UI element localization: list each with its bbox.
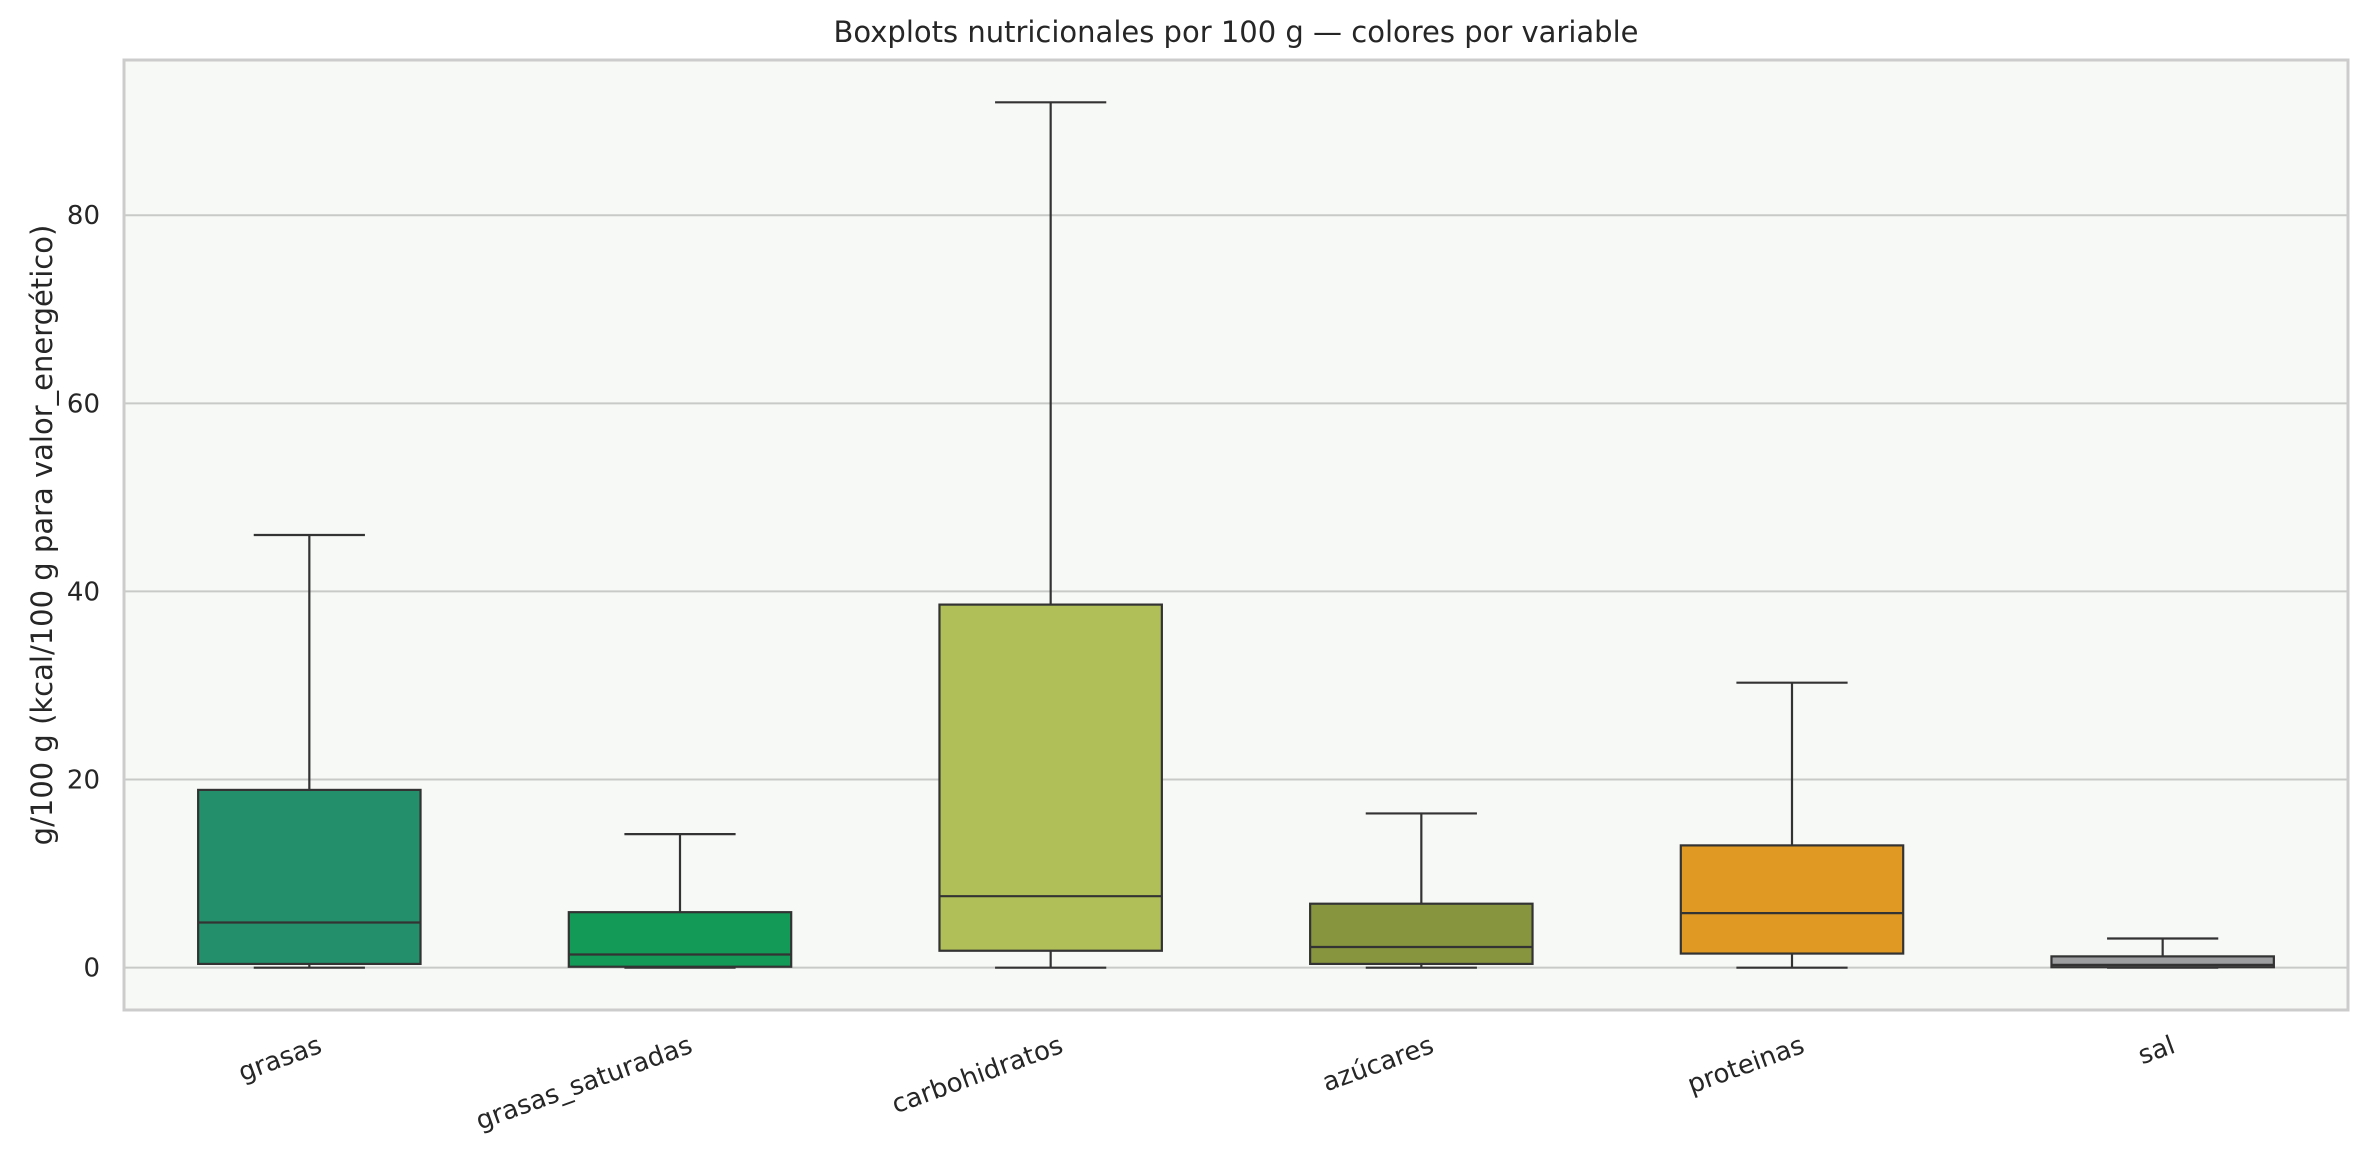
chart-title: Boxplots nutricionales por 100 g — color… [834, 15, 1639, 49]
box-azúcares [1309, 812, 1534, 969]
box-carbohidratos [938, 101, 1163, 969]
box-iqr [2050, 955, 2275, 969]
x-tick-label: grasas_saturadas [472, 1030, 696, 1136]
x-tick-labels: grasas grasas_saturadas carbohidratos azúca… [235, 1030, 2180, 1136]
box-grasas_saturadas [567, 833, 793, 969]
y-tick-label: 20 [67, 766, 100, 796]
y-tick-label: 80 [67, 201, 100, 231]
x-tick-label: azúcares [1319, 1030, 1438, 1098]
x-tick-label: sal [2134, 1030, 2179, 1071]
box-iqr [567, 911, 793, 968]
y-tick-labels: 0 20 40 60 80 [67, 201, 100, 983]
plot-area-background [124, 60, 2348, 1010]
box-sal [2050, 937, 2275, 969]
x-tick-label: proteinas [1684, 1030, 1809, 1100]
x-tick-label: grasas [235, 1030, 326, 1088]
box-grasas [197, 533, 422, 969]
y-tick-label: 60 [67, 389, 100, 419]
box-proteinas [1679, 681, 1905, 969]
plot-frame [122, 58, 2350, 1012]
boxes [197, 101, 2275, 969]
box-iqr [197, 788, 422, 966]
x-tick-label: carbohidratos [888, 1030, 1067, 1120]
grid-lines [124, 214, 2348, 969]
box-iqr [1309, 902, 1534, 966]
box-iqr [938, 603, 1163, 952]
y-axis-title: g/100 g (kcal/100 g para valor_energétic… [25, 225, 59, 846]
y-tick-label: 0 [83, 954, 100, 984]
box-iqr [1679, 844, 1905, 955]
y-tick-label: 40 [67, 577, 100, 607]
